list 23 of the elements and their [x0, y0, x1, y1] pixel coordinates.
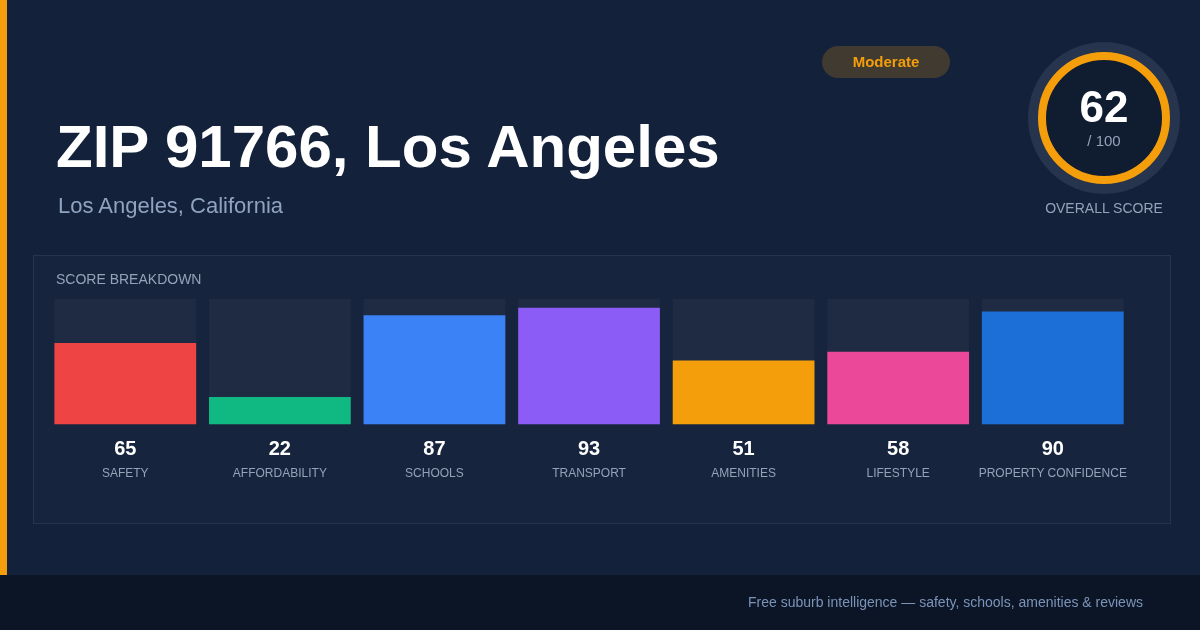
data-label: 87 [423, 437, 446, 460]
data-label: 58 [887, 437, 910, 460]
x-tick-label: SCHOOLS [405, 466, 464, 481]
x-tick-label: AFFORDABILITY [232, 466, 327, 481]
text: Free suburb intelligence — safety, schools, amenities & reviews [746, 594, 1143, 610]
text: 62 [1078, 82, 1130, 132]
text: Moderate [822, 46, 950, 78]
chart-title: ZIP 91766, Los Angeles [56, 112, 720, 181]
bar [209, 396, 351, 425]
x-tick-label: AMENITIES [711, 466, 776, 481]
data-label: 65 [114, 437, 137, 460]
x-tick-label: PROPERTY CONFIDENCE [978, 466, 1127, 481]
text: SCORE BREAKDOWN [56, 271, 202, 287]
data-label: 51 [732, 437, 755, 460]
text: OVERALL SCORE [1044, 200, 1164, 216]
data-label: 93 [577, 437, 601, 460]
chart-subtitle: Los Angeles, California [58, 193, 284, 219]
text: / 100 [1086, 132, 1122, 149]
data-label: 22 [268, 437, 291, 460]
x-tick-label: SAFETY [101, 466, 149, 481]
data-label: 90 [1041, 437, 1064, 460]
x-tick-label: TRANSPORT [552, 466, 627, 481]
x-tick-label: LIFESTYLE [866, 466, 930, 481]
